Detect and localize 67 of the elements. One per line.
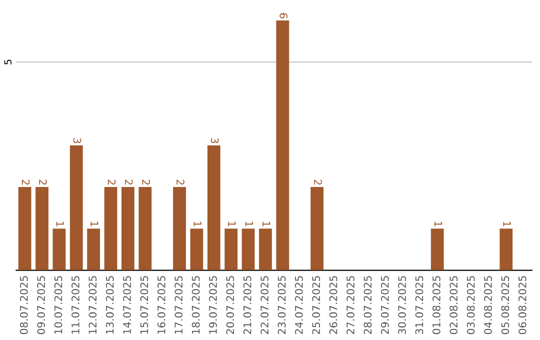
data-label: 6 xyxy=(280,13,288,18)
x-tick-label: 29.07.2025 xyxy=(380,276,389,334)
data-label: 2 xyxy=(125,180,133,185)
bar xyxy=(104,187,118,270)
x-tick-label: 26.07.2025 xyxy=(329,276,338,334)
x-tick-label: 25.07.2025 xyxy=(312,276,320,334)
x-tick-label: 11.07.2025 xyxy=(72,276,80,334)
x-tick-label: 02.08.2025 xyxy=(450,276,458,334)
x-tick-label: 28.07.2025 xyxy=(364,276,372,334)
x-tick-label: 16.07.2025 xyxy=(157,276,166,334)
x-tick-label: 18.07.2025 xyxy=(192,276,200,334)
data-label: 1 xyxy=(245,222,253,226)
x-tick-label: 23.07.2025 xyxy=(278,276,286,334)
data-label: 1 xyxy=(503,222,511,226)
x-tick-label: 14.07.2025 xyxy=(123,276,131,334)
x-tick-label: 17.07.2025 xyxy=(174,276,183,334)
data-label: 1 xyxy=(434,222,442,226)
bar xyxy=(224,228,238,270)
x-tick-label: 20.07.2025 xyxy=(226,276,234,334)
x-tick-label: 13.07.2025 xyxy=(106,276,114,334)
bar xyxy=(190,228,204,270)
bar xyxy=(430,228,444,270)
bar xyxy=(276,20,290,270)
x-tick-label: 30.07.2025 xyxy=(398,276,406,334)
bar xyxy=(70,145,83,270)
x-tick-label: 01.08.2025 xyxy=(432,276,440,334)
data-label: 3 xyxy=(73,138,82,144)
data-label: 2 xyxy=(142,180,150,185)
data-label: 3 xyxy=(210,138,219,144)
bar xyxy=(138,187,152,270)
bar xyxy=(259,228,272,270)
x-tick-label: 10.07.2025 xyxy=(54,276,62,334)
bar xyxy=(36,187,48,270)
x-tick-label: 27.07.2025 xyxy=(346,276,354,334)
data-label: 1 xyxy=(90,222,98,226)
bar xyxy=(18,187,32,270)
x-tick-label: 05.08.2025 xyxy=(501,276,510,334)
x-tick-label: 24.07.2025 xyxy=(294,276,303,334)
x-tick-label: 09.07.2025 xyxy=(37,276,46,334)
x-tick-label: 19.07.2025 xyxy=(209,276,217,334)
x-tick-label: 12.07.2025 xyxy=(88,276,97,334)
y-tick-label: 5 xyxy=(4,60,12,64)
bar xyxy=(310,187,324,270)
bar xyxy=(87,228,100,270)
data-label: 1 xyxy=(262,222,270,226)
bar xyxy=(173,187,186,270)
bar xyxy=(500,228,513,270)
data-label: 1 xyxy=(56,222,64,226)
x-tick-label: 06.08.2025 xyxy=(518,276,526,334)
bar xyxy=(207,145,220,270)
x-tick-label: 31.07.2025 xyxy=(415,276,424,334)
data-label: 1 xyxy=(228,222,236,226)
data-label: 2 xyxy=(39,180,47,185)
data-label: 2 xyxy=(108,180,116,185)
data-label: 2 xyxy=(22,180,30,185)
x-tick-label: 15.07.2025 xyxy=(140,276,148,334)
x-tick-label: 04.08.2025 xyxy=(484,276,492,334)
bar xyxy=(242,228,255,270)
data-label: 2 xyxy=(176,180,184,185)
data-label: 2 xyxy=(314,180,322,185)
x-tick-label: 21.07.2025 xyxy=(243,276,252,334)
x-tick-label: 22.07.2025 xyxy=(260,276,268,334)
x-tick-label: 08.07.2025 xyxy=(20,276,28,334)
bar xyxy=(121,187,134,270)
bar xyxy=(52,228,66,270)
x-tick-label: 03.08.2025 xyxy=(466,276,475,334)
data-label: 1 xyxy=(194,222,202,226)
